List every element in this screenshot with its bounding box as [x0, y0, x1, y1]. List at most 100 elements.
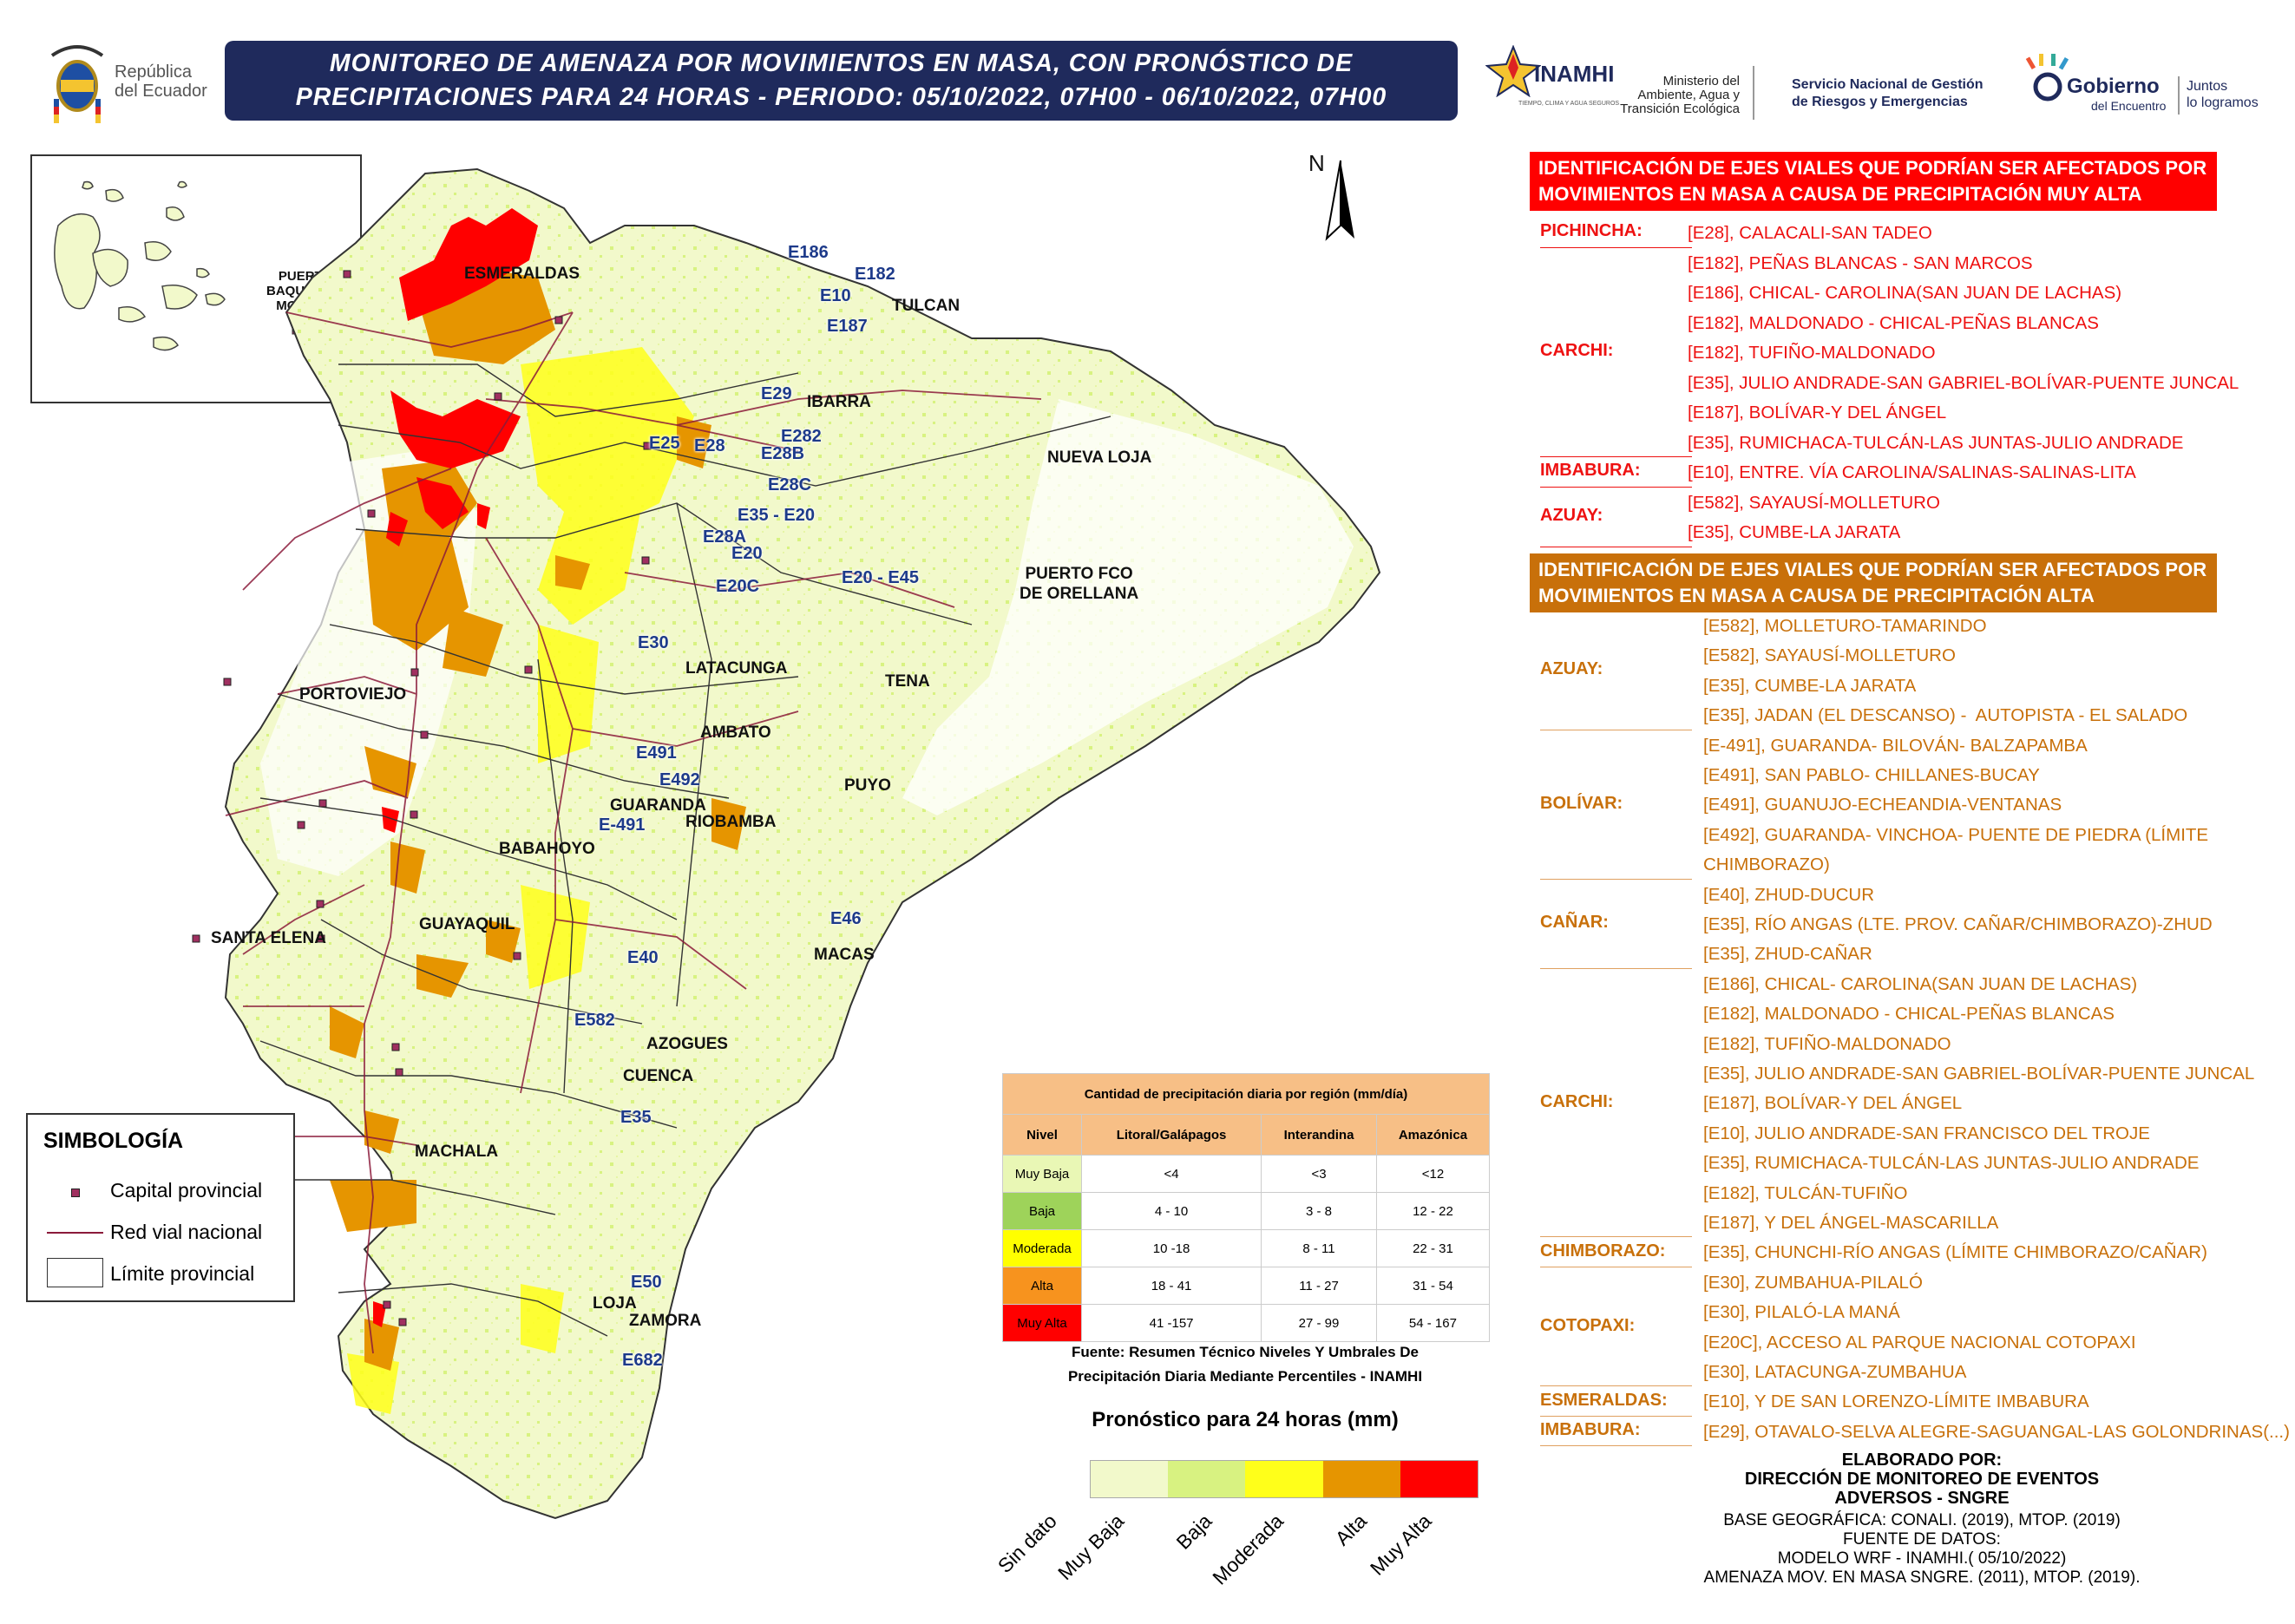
sngre-text: Servicio Nacional de Gestión de Riesgos … — [1792, 77, 1984, 109]
credits: ELABORADO POR: DIRECCIÓN DE MONITOREO DE… — [1653, 1450, 2191, 1588]
value-cell: 3 - 8 — [1261, 1192, 1377, 1230]
level-cell: Muy Alta — [1002, 1304, 1082, 1342]
city-label: AZOGUES — [646, 1035, 728, 1053]
provincial-limits — [259, 363, 1111, 1337]
symbology-legend: SIMBOLOGÍA Capital provincial Red vial n… — [26, 1113, 295, 1302]
level-cell: Alta — [1002, 1267, 1082, 1305]
city-label: GUAYAQUIL — [419, 915, 515, 933]
route-item: [E187], BOLÍVAR-Y DEL ÁNGEL — [1703, 1093, 1963, 1114]
route-item: [E182], MALDONADO - CHICAL-PEÑAS BLANCAS — [1688, 312, 2099, 333]
province-label: CHIMBORAZO: — [1540, 1241, 1666, 1261]
table-row: Moderada 10 -18 8 - 11 22 - 31 — [1002, 1229, 1491, 1267]
table-header: Nivel — [1002, 1114, 1082, 1156]
route-item: [E582], MOLLETURO-TAMARINDO — [1703, 616, 1987, 636]
group-separator — [1540, 1415, 1692, 1417]
province-label: AZUAY: — [1540, 506, 1603, 525]
road-label: E35 — [620, 1108, 652, 1127]
city-label: PUYO — [844, 776, 891, 795]
credit-line: MODELO WRF - INAMHI.( 05/10/2022) — [1777, 1549, 2067, 1568]
white-area-east — [902, 399, 1354, 815]
road-label: E50 — [631, 1273, 662, 1292]
road-label: E29 — [761, 384, 792, 403]
road-label: E491 — [636, 743, 677, 763]
province-label: CARCHI: — [1540, 1091, 1614, 1111]
colorbar-swatch — [1168, 1461, 1246, 1497]
city-label: GUARANDA — [610, 796, 706, 815]
route-item: [E30], ZUMBAHUA-PILALÓ — [1703, 1272, 1923, 1293]
ministerio-text: Ministerio del Ambiente, Agua y Transici… — [1620, 74, 1740, 116]
road-label: E492 — [659, 770, 700, 789]
credit-line: BASE GEOGRÁFICA: CONALI. (2019), MTOP. (… — [1723, 1511, 2121, 1529]
province-label: COTOPAXI: — [1540, 1315, 1636, 1335]
route-item: [E35], RUMICHACA-TULCÁN-LAS JUNTAS-JULIO… — [1688, 432, 2184, 453]
group-separator — [1540, 1236, 1692, 1238]
table-title: Cantidad de precipitación diaria por reg… — [1002, 1073, 1490, 1115]
road-label: E582 — [574, 1011, 615, 1030]
road-label: E20 - E45 — [842, 568, 919, 587]
city-label: LOJA — [593, 1294, 637, 1313]
route-item: [E492], GUARANDA- VINCHOA- PUENTE DE PIE… — [1703, 824, 2209, 875]
table-row: Muy Baja <4 <3 <12 — [1002, 1155, 1491, 1193]
road-label: E46 — [830, 909, 862, 928]
route-item: [E35], ZHUD-CAÑAR — [1703, 944, 1872, 965]
road-label: E20C — [716, 577, 760, 596]
colorbar-swatch — [1400, 1461, 1479, 1497]
province-label: IMBABURA: — [1540, 1420, 1641, 1439]
route-item: [E187], Y DEL ÁNGEL-MASCARILLA — [1703, 1213, 1999, 1233]
road-label: E10 — [820, 286, 851, 305]
republica-text: República del Ecuador — [115, 62, 207, 101]
banner-line: MOVIMIENTOS EN MASA A CAUSA DE PRECIPITA… — [1538, 585, 2095, 606]
route-item: [E28], CALACALI-SAN TADEO — [1688, 223, 1932, 243]
title-line-2: PRECIPITACIONES PARA 24 HORAS - PERIODO:… — [295, 83, 1387, 111]
city-label: MACAS — [814, 946, 875, 964]
north-label: N — [1308, 150, 1325, 176]
legend-item: Límite provincial — [110, 1262, 255, 1285]
route-item: [E35], CUMBE-LA JARATA — [1688, 522, 1901, 542]
route-item: [E35], RÍO ANGAS (LTE. PROV. CAÑAR/CHIMB… — [1703, 914, 2213, 934]
table-row: Alta 18 - 41 11 - 27 31 - 54 — [1002, 1267, 1491, 1305]
route-item: [E35], CUMBE-LA JARATA — [1703, 675, 1917, 696]
value-cell: 31 - 54 — [1375, 1267, 1491, 1305]
credit-line: ELABORADO POR: — [1841, 1450, 2003, 1470]
province-label: ESMERALDAS: — [1540, 1390, 1668, 1410]
road-label: E-491 — [599, 815, 646, 835]
value-cell: 11 - 27 — [1261, 1267, 1377, 1305]
city-label: AMBATO — [700, 724, 771, 742]
route-item: [E29], OTAVALO-SELVA ALEGRE-SAGUANGAL-LA… — [1703, 1421, 2290, 1442]
galapagos-islands — [54, 180, 301, 351]
group-separator — [1540, 486, 1692, 488]
road-label: E282 — [781, 427, 822, 446]
route-item: [E491], GUANUJO-ECHEANDIA-VENTANAS — [1703, 795, 2062, 815]
route-item: [E182], TUFIÑO-MALDONADO — [1688, 343, 1936, 363]
province-label: CAÑAR: — [1540, 913, 1609, 933]
level-cell: Moderada — [1002, 1229, 1082, 1267]
precipitation-table: Cantidad de precipitación diaria por reg… — [1002, 1073, 1491, 1342]
banner-line: IDENTIFICACIÓN DE EJES VIALES QUE PODRÍA… — [1538, 157, 2207, 179]
juntos-text: Juntos lo logramos — [2187, 79, 2259, 110]
road-label: E28B — [761, 444, 805, 463]
forecast-colorbar — [1090, 1460, 1479, 1498]
route-item: [E186], CHICAL- CAROLINA(SAN JUAN DE LAC… — [1688, 283, 2122, 303]
table-body: Muy Baja <4 <3 <12 Baja 4 - 10 3 - 8 12 - 22 Mod… — [1002, 1155, 1491, 1342]
page-title: MONITOREO DE AMENAZA POR MOVIMIENTOS EN … — [225, 41, 1458, 121]
value-cell: 41 -157 — [1080, 1304, 1262, 1342]
credit-line: FUENTE DE DATOS: — [1843, 1530, 2001, 1549]
city-label: SANTA ELENA — [211, 929, 326, 947]
value-cell: 27 - 99 — [1261, 1304, 1377, 1342]
route-item: [E582], SAYAUSÍ-MOLLETURO — [1688, 492, 1940, 513]
value-cell: 12 - 22 — [1375, 1192, 1491, 1230]
value-cell: <4 — [1080, 1155, 1262, 1193]
value-cell: 18 - 41 — [1080, 1267, 1262, 1305]
group-separator — [1540, 967, 1692, 969]
city-label: TENA — [885, 672, 930, 691]
route-item: [E491], SAN PABLO- CHILLANES-BUCAY — [1703, 765, 2040, 785]
route-item: [E20C], ACCESO AL PARQUE NACIONAL COTOPA… — [1703, 1332, 2136, 1352]
route-item: [E10], Y DE SAN LORENZO-LÍMITE IMBABURA — [1703, 1392, 2089, 1412]
level-cell: Muy Baja — [1002, 1155, 1082, 1193]
city-label: CUENCA — [623, 1067, 694, 1085]
road-label: E186 — [788, 243, 829, 262]
gobierno-text: Gobierno — [2067, 75, 2160, 98]
city-label: LATACUNGA — [685, 659, 788, 678]
legend-item: Red vial nacional — [110, 1221, 263, 1243]
city-label: MACHALA — [415, 1143, 499, 1161]
